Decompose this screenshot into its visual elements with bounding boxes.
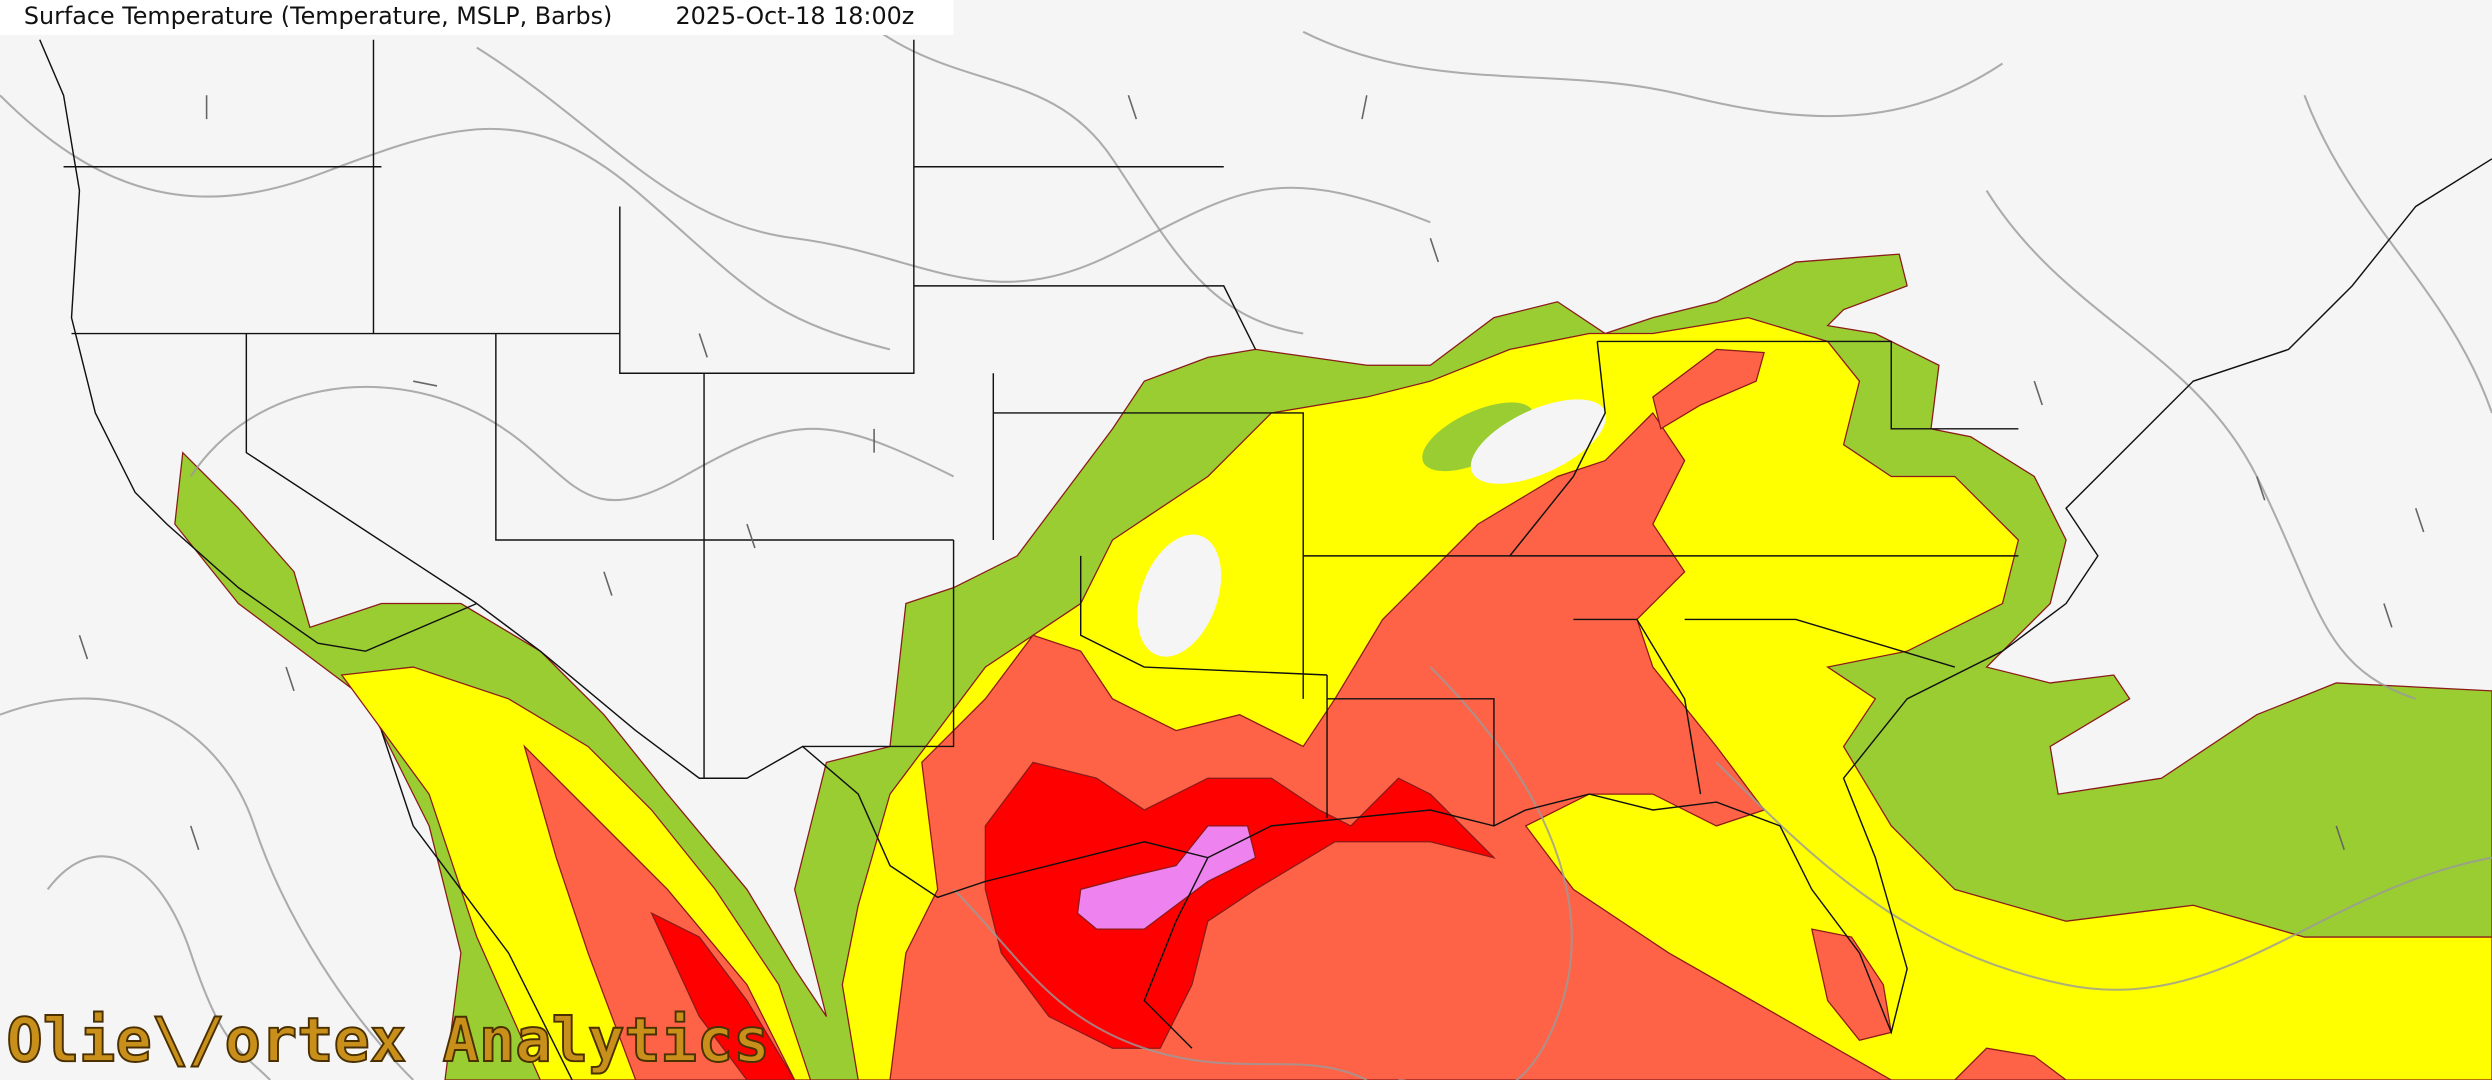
title-background [0, 0, 954, 35]
isobars [0, 15, 2492, 1080]
temperature-hole [1470, 399, 1607, 484]
temperature-zone-orange [1652, 348, 1765, 430]
wind-barbs [78, 95, 2425, 850]
temperature-hole [1137, 534, 1222, 657]
temperature-zone-red [984, 761, 1497, 1049]
temperature-zone-red [650, 911, 796, 1080]
watermark: Olie\/ortex Analytics [6, 1006, 769, 1076]
map-title: Surface Temperature (Temperature, MSLP, … [24, 2, 613, 30]
temperature-zone-green [1422, 402, 1534, 472]
temperature-zone-orange [1953, 1047, 2068, 1080]
temperature-zone-violet [1076, 825, 1257, 930]
borders [39, 39, 2492, 1080]
valid-time: 2025-Oct-18 18:00z [675, 2, 914, 30]
